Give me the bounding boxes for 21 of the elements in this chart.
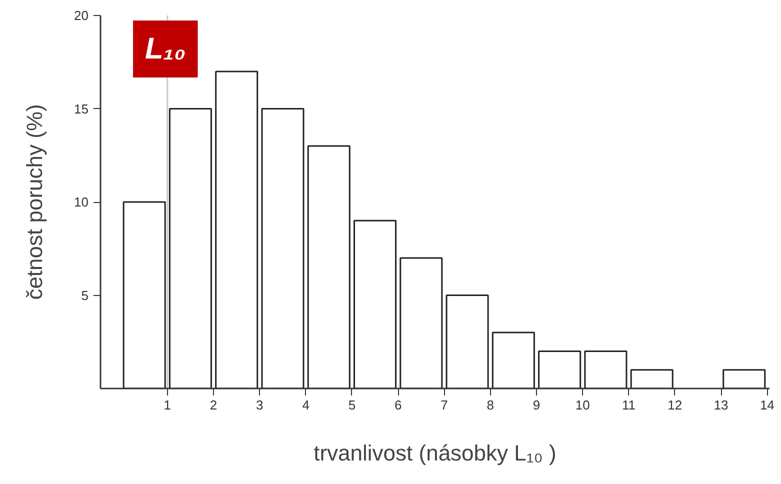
x-tick-label: 9: [532, 398, 540, 412]
y-tick-label: 10: [74, 194, 89, 210]
y-tick-label: 20: [74, 8, 89, 23]
x-tick-label: 1: [164, 398, 172, 412]
x-tick-label: 13: [714, 398, 728, 412]
x-tick-label: 10: [575, 398, 590, 412]
x-tick-label: 3: [256, 398, 264, 412]
x-tick-label: 5: [348, 398, 356, 412]
x-tick-label: 4: [302, 398, 310, 412]
x-tick-label: 8: [486, 398, 494, 412]
x-tick-label: 6: [394, 398, 402, 412]
x-tick-label: 7: [440, 398, 448, 412]
y-tick-label: 15: [74, 101, 89, 116]
x-tick-label: 12: [668, 398, 682, 412]
ref-line-label: L₁₀: [145, 32, 186, 66]
y-tick-label: 5: [81, 288, 89, 303]
y-axis-title: četnost poruchy (%): [22, 104, 48, 300]
x-tick-label: 2: [210, 398, 218, 412]
x-tick-label: 11: [622, 398, 636, 412]
x-axis-title: trvanlivost (násobky L₁₀ ): [314, 440, 556, 466]
x-tick-label: 14: [760, 398, 774, 412]
